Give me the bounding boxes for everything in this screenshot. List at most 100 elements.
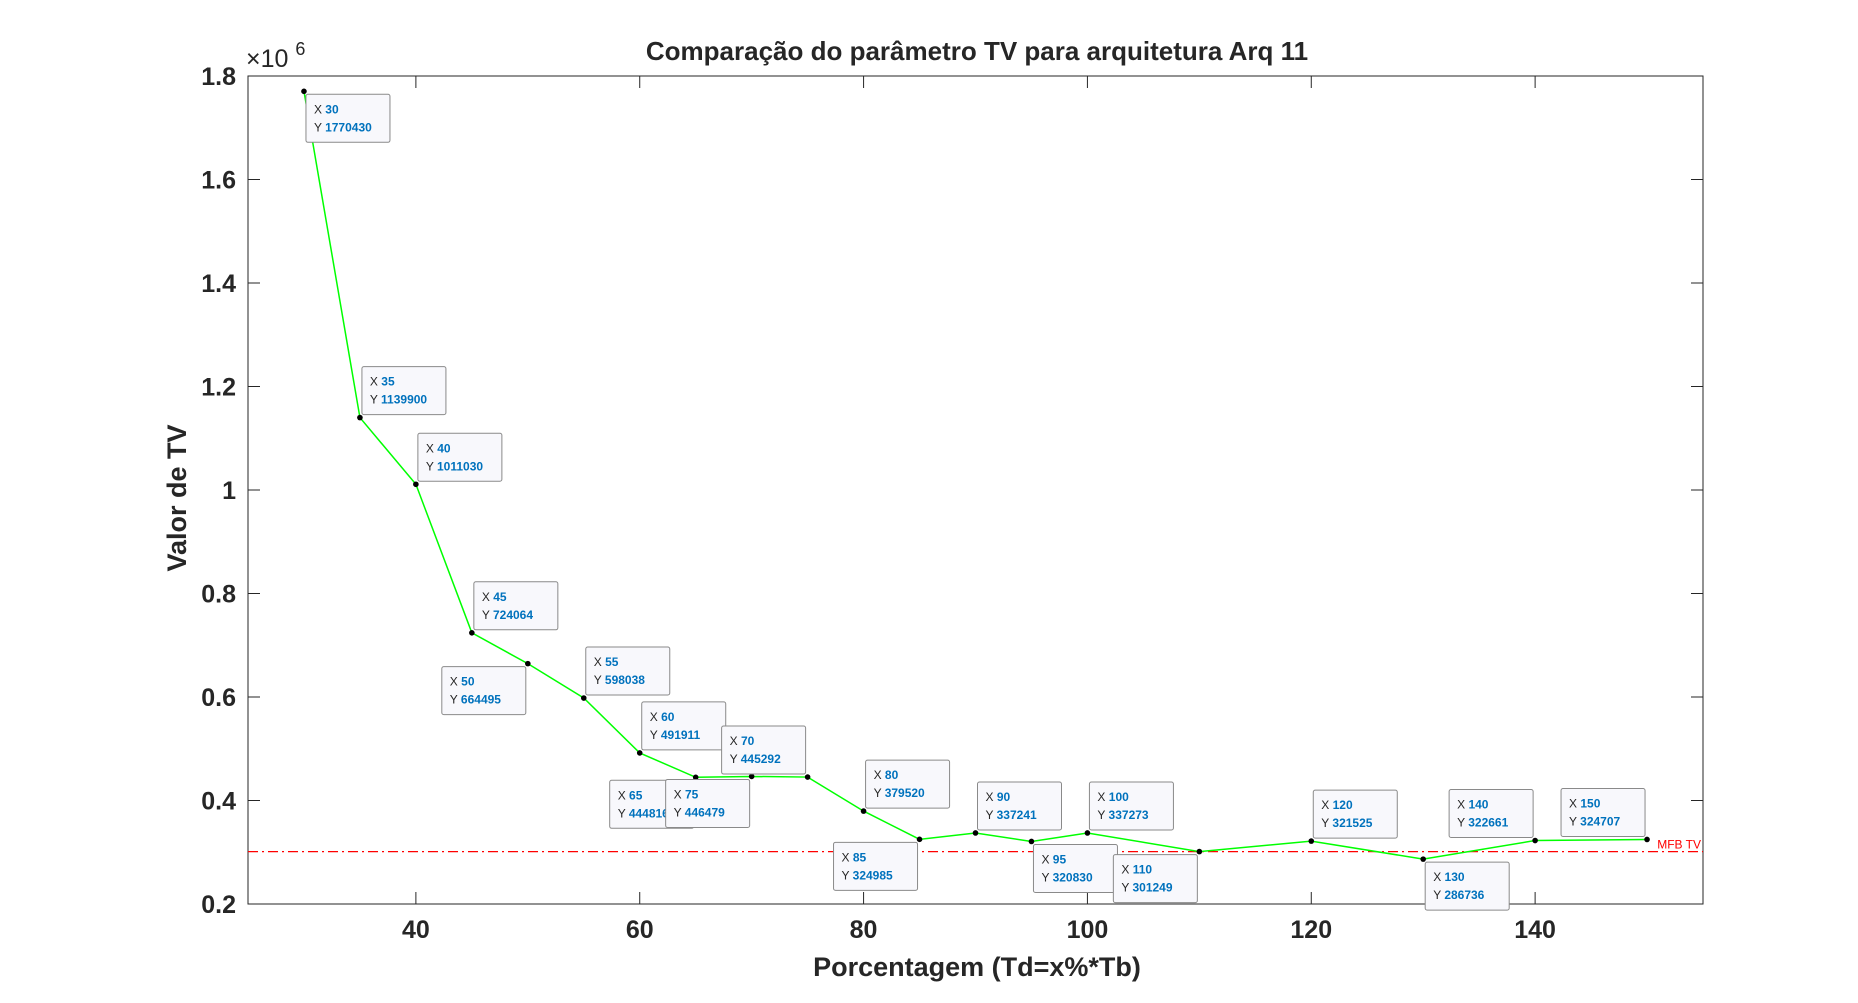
y-tick-label: 0.2 — [201, 891, 236, 919]
data-point — [1420, 856, 1426, 862]
data-point — [972, 830, 979, 836]
data-point — [636, 750, 643, 756]
datatip-x: X 85 — [842, 850, 867, 864]
datatip-y: Y 320830 — [1041, 870, 1092, 884]
datatip-box — [833, 841, 919, 891]
y-tick-label: 0.4 — [201, 788, 236, 816]
datatip: X 140 Y 322661 — [1448, 789, 1534, 839]
datatip-box — [665, 778, 751, 828]
x-tick-label: 80 — [850, 916, 878, 944]
datatip-x: X 70 — [730, 734, 755, 748]
datatip-y: Y 445292 — [730, 752, 781, 766]
data-point — [1084, 830, 1091, 836]
data-point — [301, 88, 307, 95]
datatip-y: Y 379520 — [874, 786, 925, 800]
datatip-box — [1448, 789, 1534, 839]
datatip: X 130 Y 286736 — [1424, 861, 1510, 911]
datatip-x: X 65 — [618, 788, 643, 802]
datatip-y: Y 598038 — [594, 673, 645, 687]
datatip-box — [441, 666, 527, 716]
datatip-box — [417, 432, 503, 482]
x-tick-label: 140 — [1514, 916, 1556, 944]
plot-area: 40 60 80 100 120 140 0.2 0.4 0.6 0.8 1 1.2 1.4 1.6 1.8… — [201, 63, 1704, 944]
datatip-box — [1424, 861, 1510, 911]
datatip: X 40 Y 1011030 — [417, 432, 503, 482]
datatip: X 35 Y 1139900 — [361, 366, 447, 416]
data-point — [580, 695, 587, 701]
y-exponent-base: ×10 — [246, 45, 288, 73]
y-tick-label: 0.6 — [201, 684, 236, 712]
datatip: X 110 Y 301249 — [1112, 854, 1198, 904]
datatip-box — [1088, 781, 1174, 831]
datatip: X 120 Y 321525 — [1312, 789, 1398, 839]
datatip-box — [1312, 789, 1398, 839]
data-point — [692, 774, 699, 781]
datatip: X 85 Y 324985 — [833, 841, 919, 891]
datatip: X 75 Y 446479 — [665, 778, 751, 828]
datatip: X 50 Y 664495 — [441, 666, 527, 716]
datatip-y: Y 337273 — [1097, 808, 1148, 822]
data-point — [860, 808, 867, 814]
datatip: X 150 Y 324707 — [1560, 787, 1646, 837]
datatip-x: X 45 — [482, 590, 507, 604]
data-point — [413, 481, 419, 488]
datatip-x: X 95 — [1041, 852, 1066, 866]
datatip-y: Y 324985 — [842, 868, 893, 882]
datatip-x: X 130 — [1433, 870, 1465, 884]
x-tick-label: 40 — [402, 916, 430, 944]
datatip-y: Y 301249 — [1121, 881, 1172, 895]
y-tick-label: 1.2 — [201, 374, 236, 402]
datatip-x: X 35 — [370, 375, 395, 389]
x-axis-label: Porcentagem (Td=x%*Tb) — [813, 952, 1141, 982]
datatip-box — [305, 93, 391, 143]
datatip-box — [1560, 787, 1646, 837]
data-point — [1532, 837, 1538, 844]
datatip-x: X 100 — [1097, 790, 1129, 804]
data-point — [469, 629, 475, 636]
datatip-x: X 75 — [674, 787, 699, 801]
data-point — [1196, 848, 1203, 855]
y-exponent-power: 6 — [295, 39, 305, 59]
datatip: X 60 Y 491911 — [641, 701, 727, 751]
data-point — [1644, 836, 1650, 843]
datatip-x: X 30 — [314, 102, 339, 116]
data-point — [916, 836, 923, 843]
datatip: X 55 Y 598038 — [585, 646, 671, 696]
datatip: X 70 Y 445292 — [721, 725, 807, 775]
data-point — [357, 414, 363, 421]
datatip-box — [361, 366, 447, 416]
datatip: X 80 Y 379520 — [865, 759, 951, 809]
datatip-y: Y 1770430 — [314, 120, 372, 134]
datatip: X 90 Y 337241 — [977, 781, 1062, 831]
datatip-box — [1112, 854, 1198, 904]
datatip-x: X 60 — [650, 710, 675, 724]
datatip-box — [585, 646, 671, 696]
datatip-box — [721, 725, 807, 775]
x-tick-label: 120 — [1290, 916, 1332, 944]
datatip-x: X 150 — [1569, 796, 1601, 810]
datatip-x: X 80 — [874, 768, 899, 782]
datatip-x: X 90 — [986, 790, 1011, 804]
y-tick-label: 1 — [222, 477, 236, 505]
y-tick-label: 1.4 — [201, 270, 236, 298]
datatip-y: Y 446479 — [674, 805, 725, 819]
y-tick-label: 0.8 — [201, 581, 236, 609]
datatip-box — [977, 781, 1062, 831]
data-point — [804, 774, 811, 780]
x-tick-label: 60 — [626, 916, 654, 944]
datatip-y: Y 664495 — [450, 693, 501, 707]
data-point — [1028, 838, 1035, 845]
datatip-y: Y 491911 — [650, 728, 701, 742]
series-line — [303, 91, 1648, 860]
datatip-y: Y 1011030 — [426, 459, 484, 473]
datatip-x: X 50 — [450, 675, 475, 689]
datatip: X 100 Y 337273 — [1088, 781, 1174, 831]
y-tick-label: 1.6 — [201, 167, 236, 195]
datatip-x: X 55 — [594, 655, 619, 669]
datatip-x: X 120 — [1321, 798, 1353, 812]
reference-line-label: MFB TV — [1657, 838, 1701, 852]
datatip-y: Y 724064 — [482, 608, 533, 622]
data-point — [748, 773, 755, 780]
datatip-y: Y 1139900 — [370, 393, 428, 407]
datatip: X 30 Y 1770430 — [305, 93, 391, 143]
